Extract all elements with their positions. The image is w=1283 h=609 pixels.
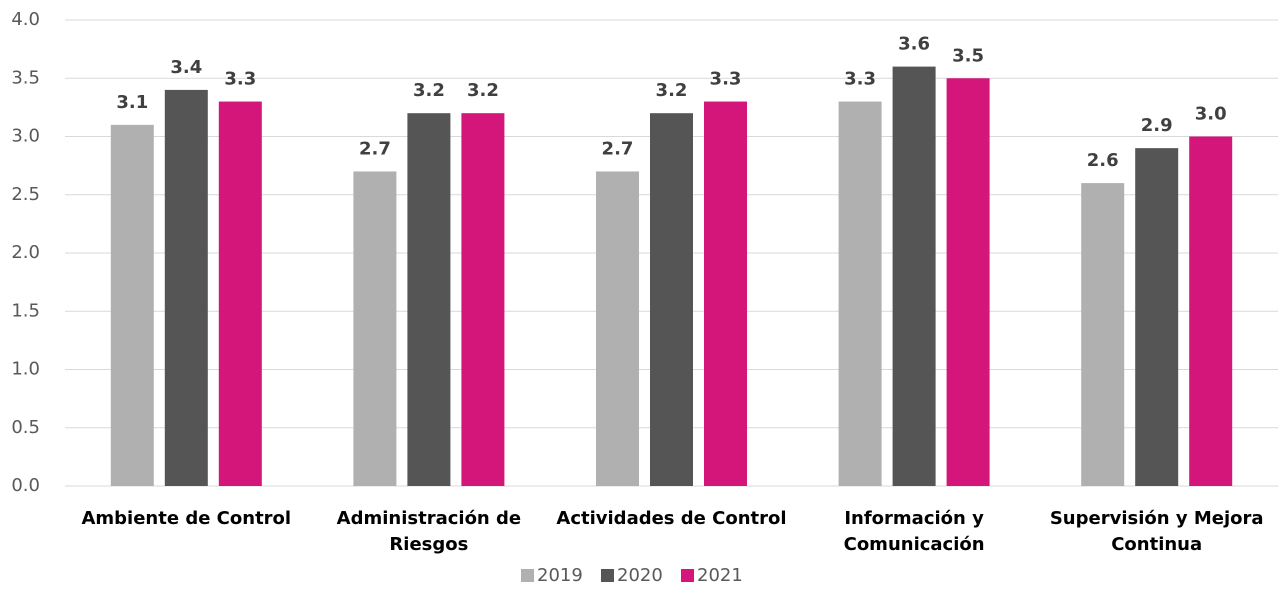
data-label: 2.6 xyxy=(1087,150,1119,171)
bar xyxy=(650,113,693,486)
x-tick-label: Administración de Riesgos xyxy=(336,508,522,555)
y-tick-label: 0.5 xyxy=(11,417,40,438)
bar xyxy=(704,101,747,487)
bar xyxy=(110,124,154,486)
x-tick-label: Actividades de Control xyxy=(556,508,787,529)
bar xyxy=(1135,148,1179,486)
data-label: 3.3 xyxy=(710,69,742,90)
legend-swatch xyxy=(681,569,694,582)
legend-label: 2020 xyxy=(617,565,663,586)
legend-label: 2019 xyxy=(537,565,583,586)
y-tick-label: 1.0 xyxy=(11,359,40,380)
y-tick-label: 4.0 xyxy=(11,9,40,30)
data-label: 3.2 xyxy=(467,80,499,101)
bar xyxy=(596,171,639,486)
data-label: 3.3 xyxy=(844,69,876,90)
bar xyxy=(461,113,505,486)
data-label: 3.6 xyxy=(898,34,930,55)
bar xyxy=(838,101,882,487)
x-tick-label: Supervisión y Mejora Continua xyxy=(1049,508,1264,555)
data-label: 3.3 xyxy=(224,69,256,90)
data-label: 3.2 xyxy=(656,80,688,101)
bar xyxy=(218,101,262,487)
bar xyxy=(1189,136,1233,486)
data-label: 3.2 xyxy=(413,80,445,101)
bar xyxy=(164,89,208,487)
legend-swatch xyxy=(521,569,534,582)
data-label: 3.4 xyxy=(170,57,202,78)
bar xyxy=(353,171,397,486)
x-tick-label: Ambiente de Control xyxy=(81,508,292,529)
data-label: 3.1 xyxy=(116,92,148,113)
y-tick-label: 2.5 xyxy=(11,184,40,205)
y-tick-label: 3.0 xyxy=(11,126,40,147)
bar xyxy=(407,113,451,486)
data-label: 2.7 xyxy=(359,138,391,159)
data-label: 2.9 xyxy=(1141,115,1173,136)
x-tick-label: Información y Comunicación xyxy=(843,508,985,555)
data-label: 3.5 xyxy=(952,45,984,66)
legend-swatch xyxy=(601,569,614,582)
y-tick-label: 1.5 xyxy=(11,300,40,321)
bar xyxy=(946,78,990,486)
bar xyxy=(892,66,936,486)
data-label: 2.7 xyxy=(602,138,634,159)
y-tick-label: 2.0 xyxy=(11,242,40,263)
y-tick-label: 3.5 xyxy=(11,67,40,88)
y-tick-label: 0.0 xyxy=(11,475,40,496)
bar xyxy=(1081,183,1125,486)
data-label: 3.0 xyxy=(1195,104,1227,125)
legend-label: 2021 xyxy=(697,565,743,586)
